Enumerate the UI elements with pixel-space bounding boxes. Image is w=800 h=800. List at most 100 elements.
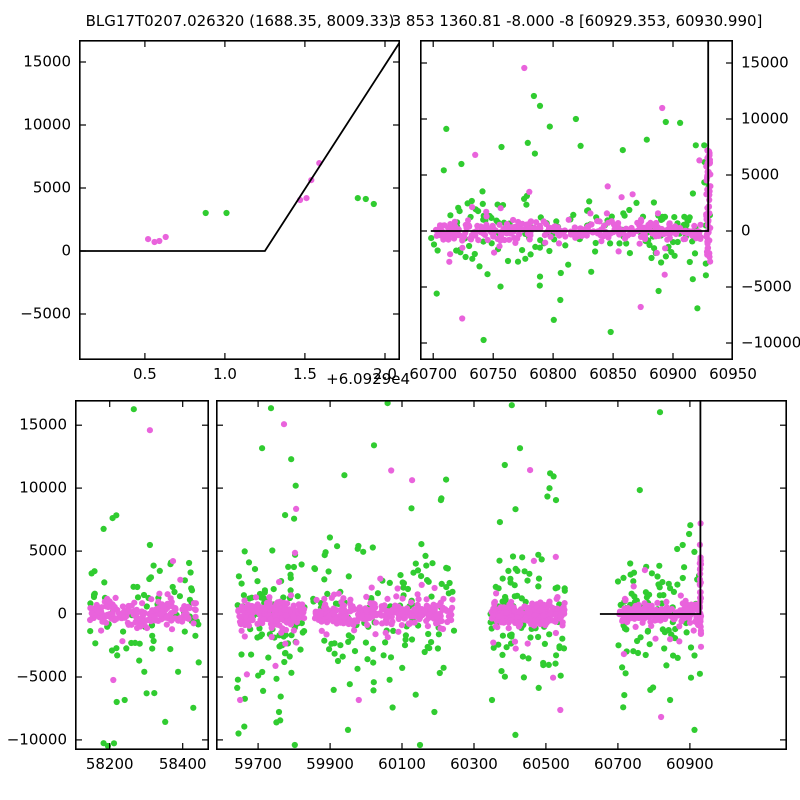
data-point xyxy=(535,583,542,590)
data-point xyxy=(519,220,526,227)
data-point xyxy=(565,261,572,268)
data-point xyxy=(622,596,629,603)
data-point xyxy=(535,575,543,582)
data-point xyxy=(524,139,531,146)
data-point xyxy=(512,506,519,513)
data-point xyxy=(437,497,444,504)
data-point xyxy=(434,645,441,652)
data-point xyxy=(351,648,359,655)
data-point xyxy=(671,214,678,221)
data-point xyxy=(443,584,450,591)
data-point xyxy=(418,581,425,588)
data-point xyxy=(109,610,116,617)
data-point xyxy=(445,613,452,620)
data-point xyxy=(277,693,284,700)
data-point xyxy=(246,595,253,602)
data-point xyxy=(163,621,170,628)
data-point xyxy=(241,597,248,604)
data-point xyxy=(484,236,491,244)
data-point xyxy=(484,271,491,278)
x-axis-offset-label: +6.0929e4 xyxy=(326,370,410,388)
data-point xyxy=(681,213,688,220)
data-point xyxy=(143,625,151,632)
data-point xyxy=(449,588,456,595)
data-point xyxy=(547,233,554,240)
data-point xyxy=(697,643,705,650)
data-point xyxy=(141,609,148,616)
data-point xyxy=(679,541,686,549)
tick-label: 1.0 xyxy=(213,365,237,383)
data-point xyxy=(282,640,289,647)
data-point xyxy=(386,579,393,586)
data-point xyxy=(535,684,542,691)
data-point xyxy=(155,598,162,605)
data-point xyxy=(168,626,176,633)
data-point xyxy=(689,276,696,283)
data-point xyxy=(100,618,107,625)
data-point xyxy=(163,614,170,621)
data-point xyxy=(368,584,375,591)
data-point xyxy=(433,232,440,239)
data-point xyxy=(492,583,499,590)
data-point xyxy=(499,575,506,582)
data-point xyxy=(510,224,517,231)
data-point xyxy=(125,608,132,615)
data-point xyxy=(691,652,698,659)
data-point xyxy=(656,584,663,591)
data-point xyxy=(332,600,340,607)
data-point xyxy=(363,593,370,600)
data-point xyxy=(516,445,524,452)
data-point xyxy=(644,627,652,634)
data-point xyxy=(446,258,453,265)
data-point xyxy=(687,644,695,651)
data-point xyxy=(488,214,495,221)
data-point xyxy=(269,623,276,630)
data-point xyxy=(562,242,569,249)
data-point xyxy=(381,612,388,619)
axes-frame xyxy=(79,40,400,360)
data-point xyxy=(451,218,458,225)
data-point xyxy=(297,646,304,653)
data-point xyxy=(681,564,688,571)
data-point xyxy=(345,573,352,580)
data-point xyxy=(181,577,188,584)
data-point xyxy=(428,235,435,242)
tick-label: 60900 xyxy=(649,365,697,383)
data-point xyxy=(671,252,678,259)
data-point xyxy=(449,596,456,603)
data-point xyxy=(171,588,178,596)
data-point xyxy=(664,236,671,243)
data-point xyxy=(298,561,305,568)
data-point xyxy=(288,669,295,676)
data-point xyxy=(119,603,126,610)
data-point xyxy=(422,552,429,559)
data-point xyxy=(202,209,209,217)
data-point xyxy=(659,104,666,112)
tick-label: 15000 xyxy=(19,415,67,434)
data-point xyxy=(535,633,542,641)
data-point xyxy=(464,200,471,207)
data-point xyxy=(311,565,318,572)
data-point xyxy=(697,221,704,228)
data-point xyxy=(265,654,272,661)
data-point xyxy=(521,568,528,575)
data-point xyxy=(92,640,99,647)
tick-label: 59700 xyxy=(234,755,282,773)
data-point xyxy=(370,679,377,686)
data-point xyxy=(686,530,693,538)
data-point xyxy=(674,545,681,553)
data-point xyxy=(280,594,287,601)
data-point xyxy=(130,406,137,413)
data-point xyxy=(670,616,677,623)
data-point xyxy=(390,627,397,634)
data-point xyxy=(623,626,630,633)
data-point xyxy=(627,560,634,567)
data-point xyxy=(462,253,469,261)
data-point xyxy=(499,617,506,625)
data-point xyxy=(431,708,438,716)
tick-label: 60750 xyxy=(469,365,517,383)
data-point xyxy=(356,604,363,611)
data-point xyxy=(607,240,614,247)
data-point xyxy=(561,600,568,607)
data-point xyxy=(241,723,248,730)
